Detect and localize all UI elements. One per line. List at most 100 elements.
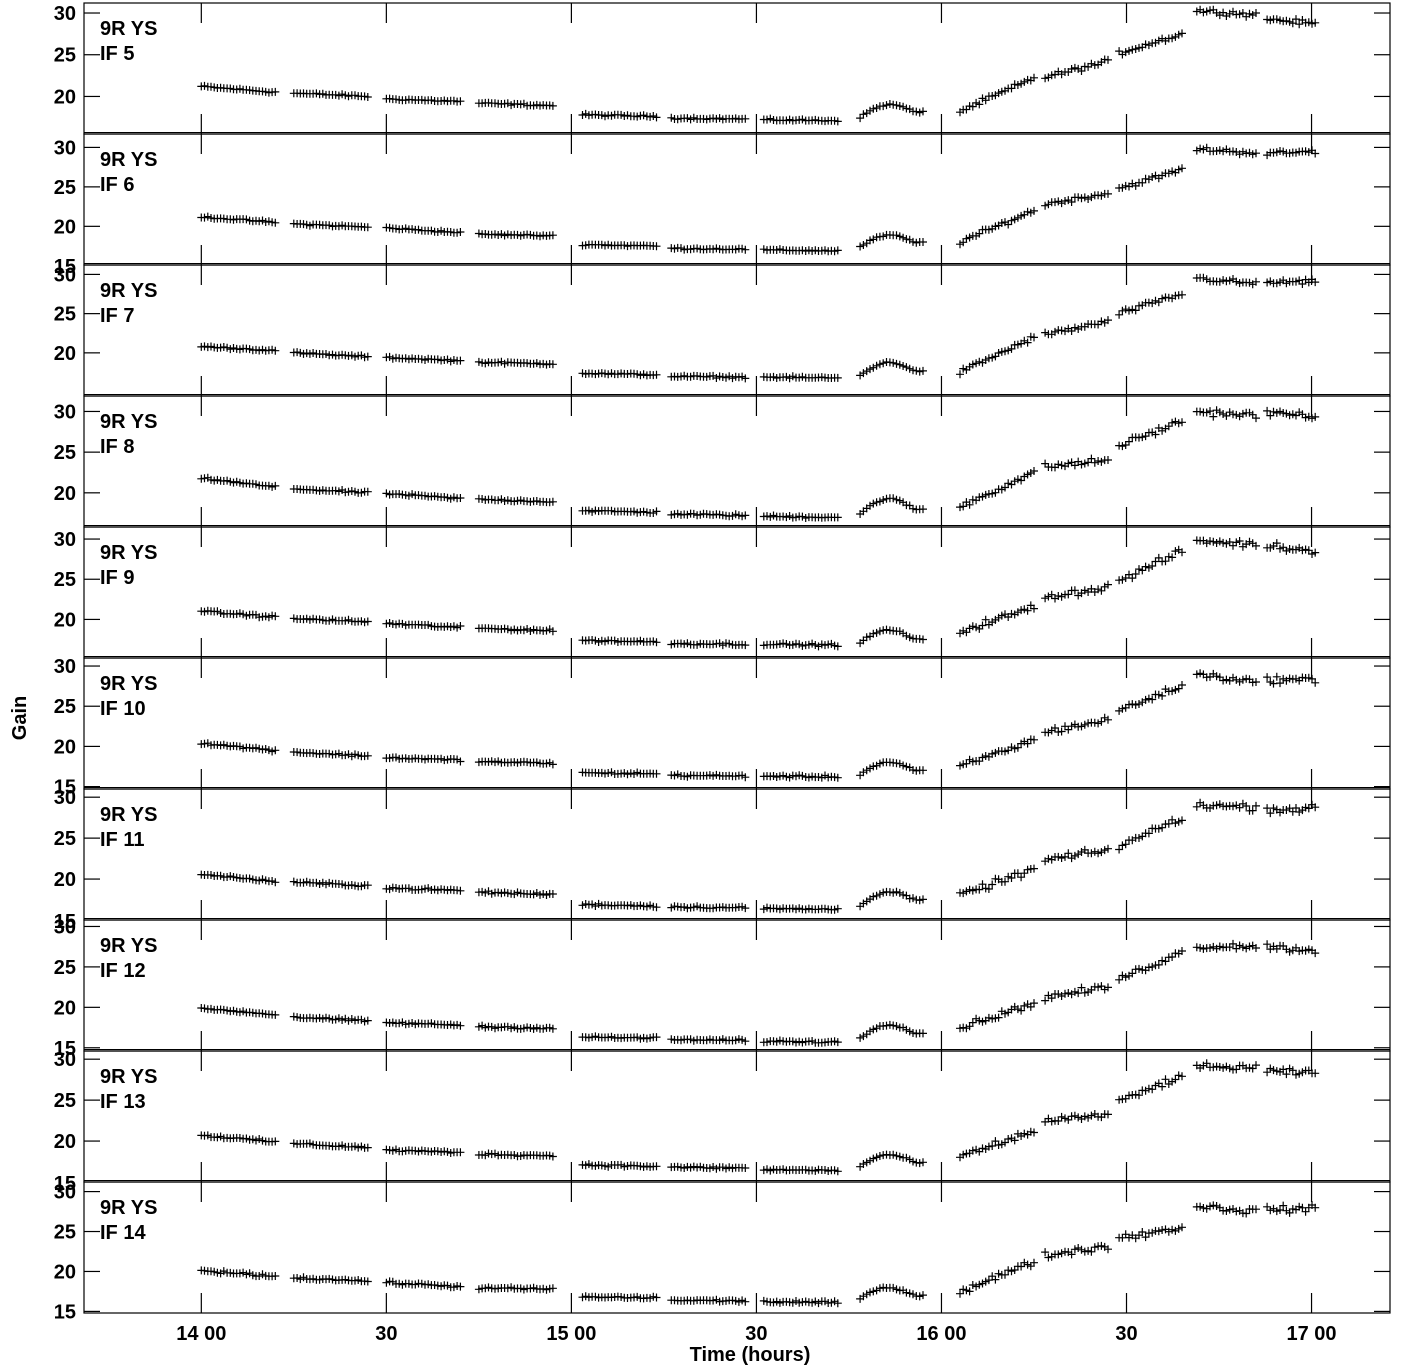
y-tick-label: 30 — [54, 1182, 76, 1204]
panel-source-label: 9R YS — [100, 149, 157, 171]
panel-if-label: IF 9 — [100, 567, 134, 589]
data-series — [197, 406, 1320, 522]
y-tick-label: 20 — [54, 86, 76, 108]
data-series — [197, 5, 1320, 126]
y-tick-label: 20 — [54, 736, 76, 758]
x-tick-label: 30 — [745, 1323, 767, 1345]
y-tick-label: 15 — [54, 1301, 76, 1323]
x-tick-label: 15 00 — [546, 1323, 596, 1345]
y-tick-label: 25 — [54, 828, 76, 850]
x-tick-label: 14 00 — [176, 1323, 226, 1345]
y-tick-label: 25 — [54, 696, 76, 718]
panel-frame — [83, 526, 1391, 659]
panel: 15 20 25 30 9R YS IF 14 — [54, 1181, 1391, 1323]
data-points — [197, 1059, 1320, 1176]
y-tick-label: 30 — [54, 137, 76, 159]
y-tick-label: 20 — [54, 483, 76, 505]
y-tick-label: 15 — [54, 911, 76, 933]
panel: 20 25 30 9R YS IF 5 — [54, 2, 1391, 135]
data-series — [197, 273, 1320, 383]
data-points — [197, 273, 1320, 383]
data-points — [197, 669, 1320, 782]
x-tick-label: 17 00 — [1287, 1323, 1337, 1345]
x-tick-label: 30 — [375, 1323, 397, 1345]
data-points — [197, 536, 1320, 651]
panel-source-label: 9R YS — [100, 804, 157, 826]
data-series — [197, 939, 1320, 1047]
y-tick-label: 30 — [54, 1049, 76, 1071]
data-series — [197, 669, 1320, 782]
x-tick-label: 16 00 — [916, 1323, 966, 1345]
y-tick-label: 30 — [54, 787, 76, 809]
panel-frame — [83, 919, 1391, 1052]
y-tick-label: 25 — [54, 304, 76, 326]
x-axis-tick-labels: 14 00 30 15 00 30 16 00 30 17 00 — [176, 1323, 1336, 1345]
y-tick-label: 15 — [54, 1173, 76, 1195]
panel-frame — [83, 788, 1391, 921]
panel-source-label: 9R YS — [100, 280, 157, 302]
panel-frame — [83, 1181, 1391, 1314]
y-tick-label: 20 — [54, 1261, 76, 1283]
y-axis-title: Gain — [9, 696, 31, 740]
data-points — [197, 939, 1320, 1047]
y-tick-label: 25 — [54, 177, 76, 199]
panel-frame — [83, 133, 1391, 266]
panel-source-label: 9R YS — [100, 542, 157, 564]
panel: 20 25 30 15 9R YS IF 11 — [54, 787, 1391, 933]
panel-if-label: IF 13 — [100, 1091, 146, 1113]
y-tick-label: 25 — [54, 569, 76, 591]
panel-if-label: IF 12 — [100, 960, 146, 982]
y-tick-label: 15 — [54, 256, 76, 278]
panel: 15 20 25 30 9R YS IF 12 — [54, 916, 1391, 1060]
panel-if-label: IF 8 — [100, 436, 134, 458]
panel-frame — [83, 1050, 1391, 1183]
panel-source-label: 9R YS — [100, 18, 157, 40]
panel-source-label: 9R YS — [100, 935, 157, 957]
panel-if-label: IF 6 — [100, 174, 134, 196]
data-series — [197, 1201, 1320, 1308]
panel-if-label: IF 11 — [100, 829, 144, 851]
panel-source-label: 9R YS — [100, 673, 157, 695]
data-points — [197, 143, 1320, 256]
y-tick-label: 25 — [54, 45, 76, 67]
y-tick-label: 30 — [54, 916, 76, 938]
y-tick-label: 30 — [54, 264, 76, 286]
panel-source-label: 9R YS — [100, 411, 157, 433]
data-points — [197, 1201, 1320, 1308]
panel-if-label: IF 5 — [100, 43, 134, 65]
panel: 20 25 30 15 9R YS IF 13 — [54, 1049, 1391, 1195]
y-tick-label: 30 — [54, 401, 76, 423]
panel-frame — [83, 395, 1391, 528]
data-series — [197, 536, 1320, 651]
y-tick-label: 20 — [54, 869, 76, 891]
panel: 20 25 30 15 9R YS IF 6 — [54, 133, 1391, 278]
x-tick-label: 30 — [1115, 1323, 1137, 1345]
panel: 20 25 30 9R YS IF 9 — [54, 526, 1391, 659]
panel: 20 25 30 9R YS IF 8 — [54, 395, 1391, 528]
panel-if-label: IF 7 — [100, 305, 134, 327]
y-tick-label: 20 — [54, 216, 76, 238]
y-tick-label: 25 — [54, 1090, 76, 1112]
y-tick-label: 30 — [54, 529, 76, 551]
panel-frame — [83, 2, 1391, 135]
y-tick-label: 20 — [54, 997, 76, 1019]
data-series — [197, 1059, 1320, 1176]
data-points — [197, 406, 1320, 522]
data-series — [197, 798, 1320, 914]
panel-source-label: 9R YS — [100, 1066, 157, 1088]
panel-source-label: 9R YS — [100, 1197, 157, 1219]
panel-if-label: IF 10 — [100, 698, 146, 720]
panel-if-label: IF 14 — [100, 1222, 146, 1244]
y-tick-label: 25 — [54, 442, 76, 464]
data-points — [197, 5, 1320, 126]
panel: 20 25 30 9R YS IF 7 — [54, 264, 1391, 397]
panel-frame — [83, 657, 1391, 790]
y-tick-label: 30 — [54, 656, 76, 678]
y-tick-label: 30 — [54, 3, 76, 25]
y-tick-label: 15 — [54, 1038, 76, 1060]
y-tick-label: 20 — [54, 609, 76, 631]
y-tick-label: 20 — [54, 1131, 76, 1153]
data-points — [197, 798, 1320, 914]
